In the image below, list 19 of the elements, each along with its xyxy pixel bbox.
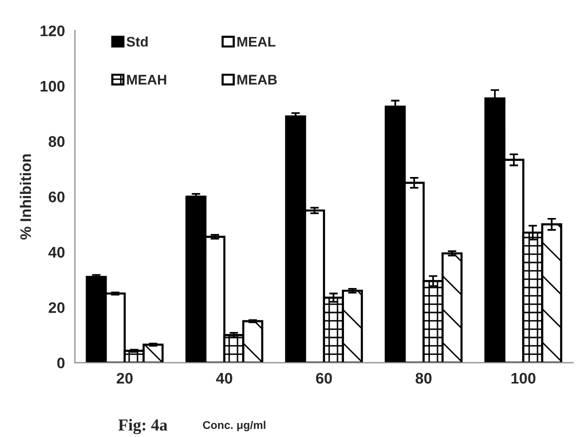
y-tick-label: 120: [40, 25, 65, 36]
y-tick-label: 80: [48, 136, 65, 147]
legend-label: MEAH: [127, 74, 166, 84]
y-axis-title: % Inhibition: [20, 154, 32, 240]
legend-label: Std: [126, 36, 148, 47]
legend-label: MEAL: [237, 36, 276, 47]
x-tick-label: 40: [216, 372, 232, 384]
y-tick-label: 100: [40, 80, 65, 92]
x-tick-label: 100: [512, 372, 536, 384]
x-axis-title: Conc. μg/ml: [202, 420, 266, 432]
y-tick-label: 20: [48, 302, 65, 314]
legend-label: MEAB: [237, 74, 277, 84]
x-tick-label: 80: [416, 372, 432, 384]
y-tick-label: 60: [48, 192, 65, 202]
y-tick-label: 40: [48, 246, 65, 258]
x-tick-label: 60: [316, 372, 332, 384]
x-tick-label: 20: [116, 372, 133, 384]
y-tick-label: 0: [57, 358, 65, 368]
text: Fig: 4a: [118, 418, 168, 434]
